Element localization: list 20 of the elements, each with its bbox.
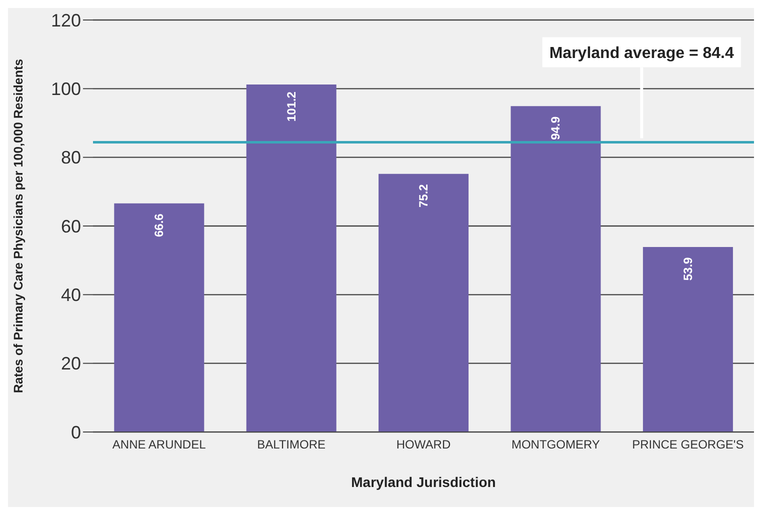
y-tick-label: 40 <box>60 285 81 306</box>
x-tick-label: PRINCE GEORGE'S <box>632 438 744 452</box>
y-tick-label: 80 <box>60 148 81 168</box>
x-tick-label: MONTGOMERY <box>511 438 600 452</box>
y-tick-label: 60 <box>60 216 81 236</box>
ref-line-label: Maryland average = 84.4 <box>549 45 734 62</box>
y-axis-title: Rates of Primary Care Physicians per 100,000 Residents <box>11 58 26 394</box>
data-label: 53.9 <box>680 256 695 281</box>
data-label: 101.2 <box>284 91 298 122</box>
data-label: 94.9 <box>548 116 563 140</box>
x-tick-label: ANNE ARUNDEL <box>112 438 206 452</box>
data-label: 75.2 <box>416 184 431 208</box>
x-axis-title: Maryland Jurisdiction <box>351 474 496 490</box>
x-tick-label: BALTIMORE <box>257 438 326 452</box>
y-tick-label: 100 <box>50 79 81 100</box>
x-tick-label: HOWARD <box>396 438 451 452</box>
y-tick-label: 0 <box>70 422 81 442</box>
data-label: 66.6 <box>152 213 166 238</box>
y-tick-label: 120 <box>50 10 81 30</box>
y-tick-label: 20 <box>60 354 81 374</box>
